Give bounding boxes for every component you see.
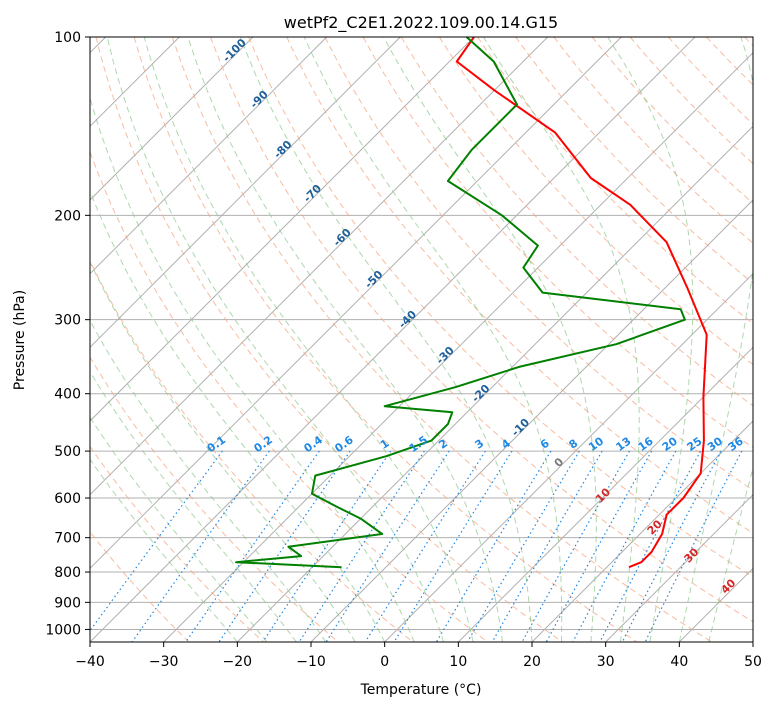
mixing-ratio-line	[298, 450, 425, 642]
x-tick-label: −30	[149, 654, 179, 670]
x-tick-label: 0	[380, 654, 389, 670]
dry-adiabat	[438, 37, 753, 366]
plot-frame	[89, 36, 754, 643]
dry-adiabat	[90, 445, 264, 642]
dry-adiabat	[286, 37, 753, 534]
moist-adiabat	[482, 37, 640, 642]
moist-adiabat	[90, 416, 268, 642]
y-tick-label: 600	[54, 491, 81, 507]
mixing-ratio-line	[491, 450, 603, 642]
x-tick-label: −40	[75, 654, 105, 670]
background-lines	[90, 37, 753, 642]
isotherm	[90, 37, 401, 349]
dry-adiabat	[591, 37, 753, 204]
mixing-ratio-line	[393, 450, 513, 642]
moist-adiabat	[383, 37, 597, 642]
dry-adiabat	[400, 37, 753, 407]
x-axis: −40 −30 −20 −10 0 10 20 30 40 50	[75, 642, 762, 670]
x-tick-label: −10	[296, 654, 326, 670]
dry-adiabat	[210, 37, 753, 623]
moist-adiabat	[303, 37, 563, 642]
isotherm	[605, 493, 753, 642]
y-tick-label: 700	[54, 531, 81, 547]
mixing-ratio-line	[131, 450, 270, 642]
moist-adiabat	[106, 37, 445, 642]
isotherm	[531, 420, 753, 642]
dry-adiabat	[248, 37, 753, 578]
y-tick-label: 500	[54, 444, 81, 460]
isotherm	[90, 37, 475, 422]
temperature-profile	[455, 37, 708, 569]
y-tick-label: 900	[54, 595, 81, 611]
x-tick-label: 10	[449, 654, 467, 670]
moist-adiabat	[187, 37, 503, 642]
mixing-ratio-line	[185, 450, 320, 642]
moist-adiabat	[90, 260, 356, 642]
mixing-ratio-line	[466, 450, 580, 642]
x-tick-label: −20	[223, 654, 253, 670]
y-tick-label: 1000	[45, 622, 81, 638]
dry-adiabat	[553, 37, 753, 244]
dry-adiabat	[90, 356, 339, 642]
x-tick-label: 40	[670, 654, 688, 670]
moist-adiabat	[678, 37, 753, 642]
x-tick-label: 20	[523, 654, 541, 670]
moist-adiabat	[90, 96, 415, 642]
moist-adiabat	[90, 370, 297, 642]
isotherm	[163, 51, 753, 642]
isotherm	[90, 37, 622, 570]
moist-adiabat	[708, 466, 753, 642]
mixing-ratio-line	[545, 450, 653, 642]
pressure-gridlines	[90, 36, 753, 630]
isotherm	[90, 37, 696, 642]
dry-adiabat	[95, 37, 563, 642]
y-tick-label: 800	[54, 565, 81, 581]
isotherm	[90, 37, 254, 201]
dry-adiabat	[362, 37, 753, 449]
mixing-ratio-line	[621, 450, 722, 642]
mixing-ratio-line	[364, 450, 486, 642]
y-tick-label: 300	[54, 313, 81, 329]
y-axis-title: Pressure (hPa)	[12, 290, 28, 390]
x-tick-label: 50	[744, 654, 762, 670]
y-tick-label: 400	[54, 387, 81, 403]
dry-adiabat	[90, 259, 414, 642]
moist-adiabat	[90, 458, 238, 642]
mixing-ratio-line	[325, 450, 450, 642]
isotherm	[384, 272, 753, 642]
moist-adiabat	[143, 37, 474, 642]
moist-adiabat	[607, 37, 694, 642]
moist-adiabat	[239, 37, 533, 642]
mixing-ratio-line	[572, 450, 677, 642]
chart-title: wetPf2_C2E1.2022.109.00.14.G15	[284, 13, 558, 33]
mixing-ratio-line	[521, 450, 631, 642]
mixing-ratio-line	[435, 450, 552, 642]
mixing-ratio-line	[599, 450, 702, 642]
isotherm	[90, 37, 549, 496]
x-tick-label: 30	[597, 654, 615, 670]
dry-adiabat	[324, 37, 753, 491]
moist-adiabat	[90, 189, 386, 642]
dry-adiabat	[133, 37, 638, 642]
y-axis: 100 200 300 400 500 600 700 800 900 1000	[45, 30, 90, 638]
x-axis-title: Temperature (°C)	[360, 682, 482, 698]
profiles	[235, 37, 708, 569]
y-tick-label: 200	[54, 208, 81, 224]
dewpoint-profile	[235, 37, 686, 569]
y-tick-label: 100	[54, 30, 81, 46]
isotherm	[236, 125, 753, 642]
isotherm	[90, 37, 328, 275]
dry-adiabat	[171, 37, 712, 642]
